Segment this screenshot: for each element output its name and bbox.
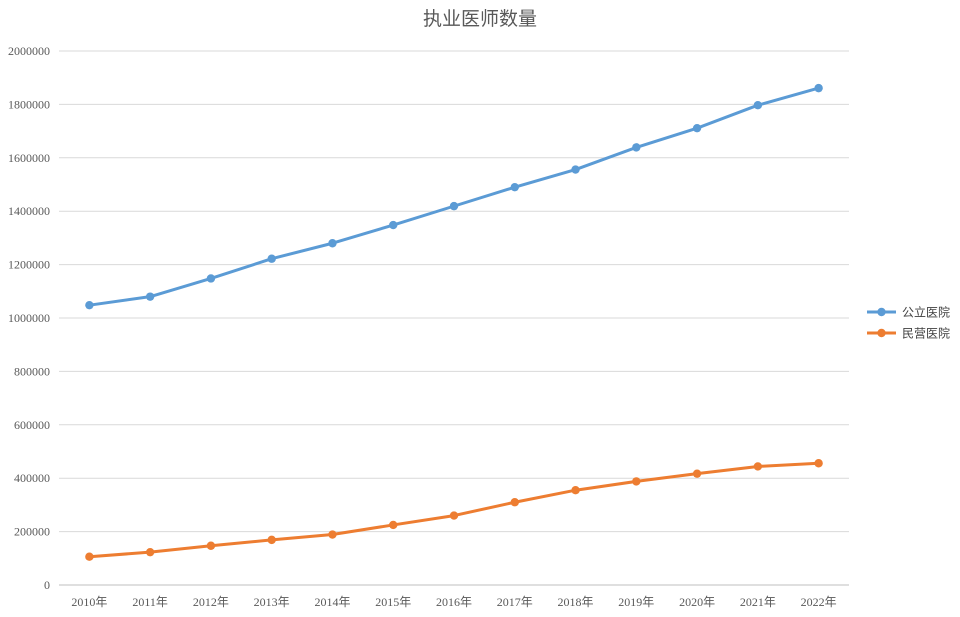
x-tick-label: 2015年	[375, 595, 411, 609]
series-line-1	[87, 86, 821, 307]
y-tick-label: 800000	[14, 364, 50, 378]
data-point	[267, 535, 276, 545]
y-tick-label: 600000	[14, 418, 50, 432]
series-group	[85, 83, 823, 561]
data-point	[85, 552, 94, 561]
legend-swatch-marker	[877, 307, 886, 317]
x-tick-label: 2022年	[801, 595, 837, 609]
gridlines	[59, 50, 849, 586]
x-tick-label: 2017年	[497, 595, 533, 609]
data-point	[449, 201, 459, 211]
x-tick-label: 2010年	[71, 595, 107, 609]
data-point	[571, 165, 580, 174]
legend-label: 公立医院	[902, 305, 950, 320]
x-tick-label: 2012年	[193, 595, 229, 609]
data-point	[510, 182, 519, 192]
y-tick-label: 400000	[14, 471, 50, 485]
data-point	[389, 220, 398, 230]
y-tick-label: 200000	[14, 525, 50, 539]
x-tick-label: 2021年	[740, 595, 776, 609]
x-tick-label: 2013年	[254, 595, 290, 609]
data-point	[449, 511, 459, 520]
x-tick-label: 2011年	[132, 595, 168, 609]
data-point	[389, 520, 398, 530]
x-tick-label: 2014年	[314, 595, 350, 609]
y-axis-ticks: 0 200000 400000 600000 800000 1000000 1200000 1…	[8, 44, 50, 592]
y-tick-label: 1200000	[8, 258, 50, 272]
x-axis-ticks: 2010年 2011年 2012年 2013年 2014年 2015年 2016年 2017年…	[71, 595, 836, 609]
data-point	[632, 477, 641, 486]
data-point	[692, 123, 702, 133]
data-point	[571, 486, 580, 495]
data-point	[510, 498, 519, 507]
data-point	[145, 292, 155, 301]
data-point	[267, 254, 276, 263]
data-point	[753, 462, 763, 471]
y-tick-label: 1600000	[8, 151, 50, 165]
data-point	[753, 101, 763, 110]
x-tick-label: 2019年	[618, 595, 654, 609]
data-point	[328, 239, 337, 248]
data-point	[632, 143, 641, 152]
x-tick-label: 2016年	[436, 595, 472, 609]
data-point	[206, 541, 216, 550]
data-point	[814, 83, 823, 93]
y-tick-label: 1800000	[8, 97, 50, 111]
y-tick-label: 2000000	[8, 44, 50, 58]
data-point	[206, 274, 216, 283]
chart-title: 执业医师数量	[422, 8, 537, 30]
y-tick-label: 1400000	[8, 204, 50, 218]
data-point	[85, 300, 94, 310]
x-tick-label: 2018年	[558, 595, 594, 609]
data-point	[692, 469, 702, 478]
y-tick-label: 1000000	[8, 311, 50, 325]
legend-swatch-marker	[877, 328, 886, 338]
y-tick-label: 0	[44, 578, 50, 592]
data-point	[328, 530, 337, 539]
x-tick-label: 2020年	[679, 595, 715, 609]
data-point	[814, 459, 823, 468]
series-line-2	[87, 461, 821, 559]
data-point	[145, 547, 155, 557]
legend-label: 民营医院	[902, 327, 950, 341]
